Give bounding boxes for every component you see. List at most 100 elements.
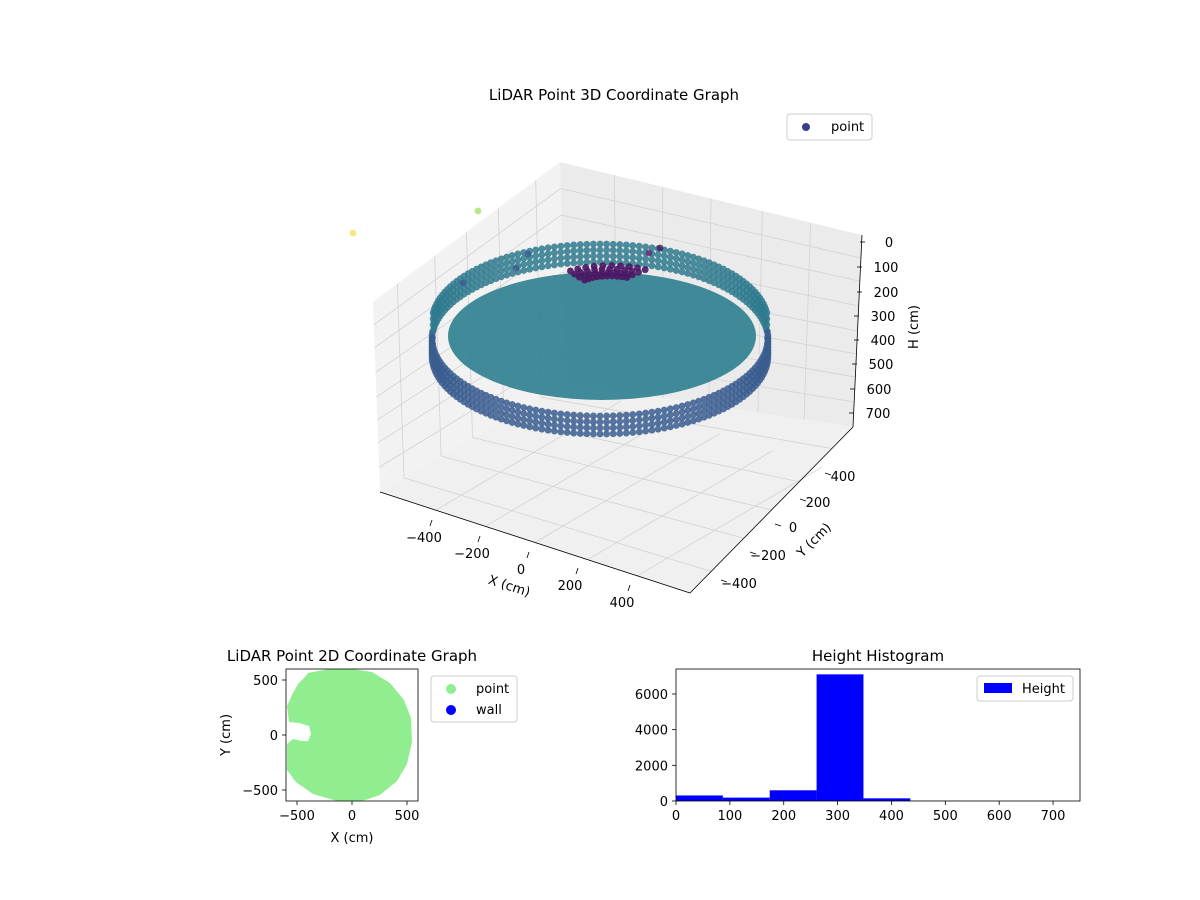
point-marker <box>700 395 708 403</box>
x-tick-label: −500 <box>279 809 315 824</box>
point-marker <box>538 407 546 415</box>
point-marker <box>660 252 668 260</box>
point-marker <box>492 269 500 277</box>
grid-line-z <box>373 188 561 326</box>
point-marker <box>514 408 522 416</box>
point-marker <box>590 252 597 260</box>
point-marker <box>590 246 597 254</box>
point-marker <box>544 426 552 434</box>
point-marker <box>544 256 552 264</box>
legend-2d-point-marker <box>446 684 456 694</box>
point-marker <box>635 410 643 418</box>
point-marker <box>660 264 668 272</box>
point-marker <box>532 246 540 254</box>
point-marker <box>557 410 565 418</box>
point-marker <box>642 243 650 251</box>
point-marker <box>590 430 597 438</box>
point-marker <box>599 262 607 270</box>
point-marker <box>635 416 643 424</box>
point-marker <box>497 415 505 423</box>
y-tick-label: 4000 <box>635 724 668 739</box>
point-marker <box>700 263 708 271</box>
point-marker <box>520 267 528 274</box>
point-marker <box>672 255 680 262</box>
point-marker <box>689 265 697 273</box>
legend-2d-wall-label: wall <box>476 703 502 718</box>
point-marker <box>563 260 571 267</box>
z-tick-label: 200 <box>874 286 899 301</box>
point-marker <box>544 420 552 428</box>
point-marker <box>764 337 772 345</box>
point-marker <box>763 321 771 329</box>
point-marker <box>583 418 591 426</box>
point-marker <box>705 399 713 407</box>
x-axis-label-2d: X (cm) <box>331 831 374 846</box>
point-marker <box>583 430 591 438</box>
legend-3d-label: point <box>831 120 864 135</box>
point-marker <box>526 411 534 419</box>
point-marker <box>678 414 686 422</box>
point-marker <box>550 415 558 423</box>
point-marker <box>563 423 571 430</box>
point-marker <box>666 423 674 431</box>
point-marker <box>596 412 604 420</box>
point-marker <box>678 408 686 416</box>
point-marker <box>654 425 662 433</box>
point-marker <box>603 240 610 248</box>
point-marker <box>508 270 516 277</box>
z-tick-label: 0 <box>885 236 893 251</box>
x-tick-label: 500 <box>933 809 958 824</box>
point-marker <box>514 256 522 264</box>
point-marker <box>508 258 516 265</box>
point-marker <box>492 413 500 421</box>
point-marker <box>603 418 610 426</box>
x-tick-label: 200 <box>771 809 796 824</box>
grid-line-x <box>587 450 773 561</box>
point-marker <box>526 423 534 431</box>
point-marker <box>689 417 697 425</box>
y-tick-label: 200 <box>806 496 831 511</box>
point-marker <box>695 397 703 405</box>
point-marker <box>603 430 610 438</box>
point-marker <box>596 418 604 426</box>
point-marker <box>570 411 578 419</box>
point-marker <box>764 343 772 351</box>
point-marker <box>557 254 565 262</box>
point-marker <box>550 255 558 263</box>
point-marker <box>583 258 591 266</box>
point-marker <box>596 424 604 432</box>
point-marker <box>583 412 591 420</box>
grid-line-z <box>560 188 862 259</box>
point-marker <box>544 250 552 258</box>
point-marker <box>603 252 610 260</box>
point-marker <box>641 266 649 274</box>
point-marker <box>550 249 558 257</box>
point-marker <box>429 334 436 342</box>
x-tick-mark <box>627 584 631 592</box>
point-marker <box>503 259 511 267</box>
point-marker <box>656 244 664 252</box>
point-marker <box>487 259 495 267</box>
point-marker <box>459 279 467 287</box>
y-tick-mark <box>824 472 832 476</box>
y-axis-label-3d: Y (cm) <box>794 520 835 561</box>
point-marker <box>635 254 643 262</box>
y-axis-line <box>689 426 854 594</box>
point-marker <box>684 252 692 259</box>
point-marker <box>764 331 772 339</box>
point-marker <box>645 249 653 257</box>
point-marker <box>514 414 522 422</box>
point-marker <box>609 418 617 426</box>
point-marker <box>629 254 637 261</box>
point-marker <box>695 415 703 423</box>
x-tick-mark <box>526 551 530 559</box>
point-marker <box>526 417 534 425</box>
y-tick-label: 6000 <box>635 688 668 703</box>
point-marker <box>503 417 511 425</box>
legend-histogram-label: Height <box>1022 682 1065 697</box>
point-marker <box>672 422 680 429</box>
point-marker <box>514 250 522 258</box>
point-marker <box>487 271 495 279</box>
point-marker <box>629 242 637 249</box>
point-marker <box>544 414 552 422</box>
